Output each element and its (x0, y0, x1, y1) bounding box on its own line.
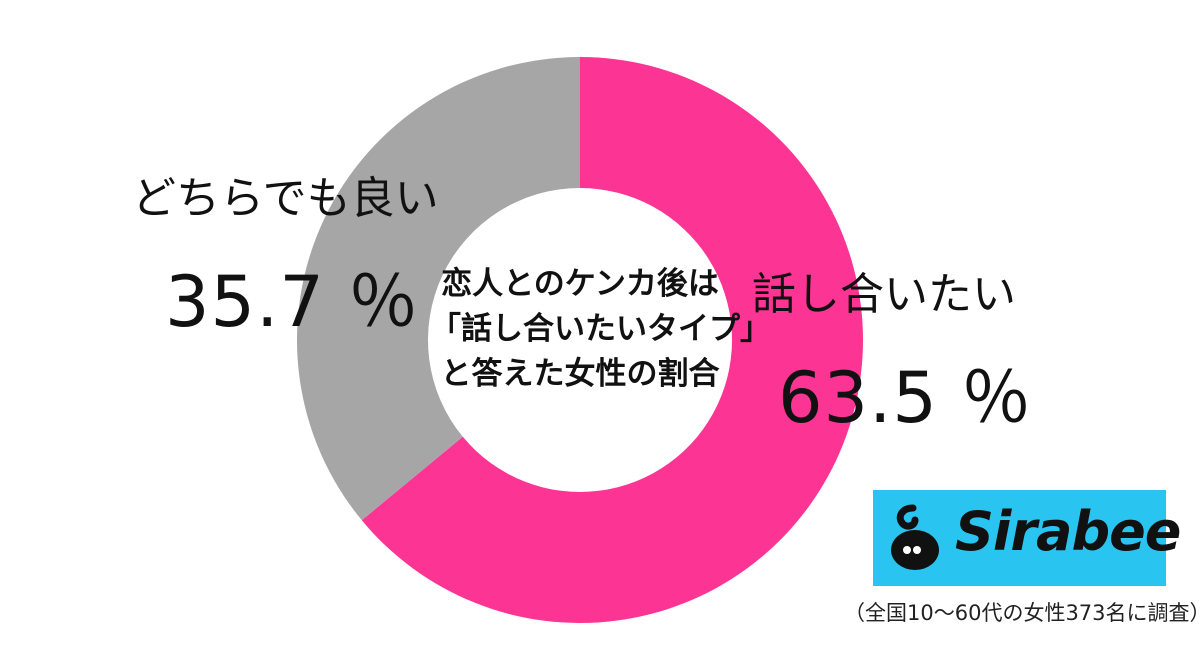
slice-talk-want (361, 57, 863, 623)
slice-talk-want-value: 63.5 ％ (778, 357, 1033, 439)
sirabee-logo: Sirabee (873, 490, 1181, 586)
survey-footnote: （全国10～60代の女性373名に調査） (844, 601, 1200, 625)
slice-either-fine (296, 57, 580, 521)
chart-title-line-1: 恋人とのケンカ後は (441, 266, 719, 302)
slice-either-fine-label: どちらでも良い (132, 173, 439, 224)
chart-title-line-3: と答えた女性の割合 (440, 356, 720, 392)
sirabee-logo-text: Sirabee (955, 500, 1181, 563)
chart-title: 恋人とのケンカ後は 「話し合いたいタイプ」 と答えた女性の割合 (430, 262, 771, 397)
chart-title-line-2: 「話し合いたいタイプ」 (430, 311, 771, 347)
slice-either-fine-value: 35.7 ％ (165, 261, 420, 343)
slice-talk-want-label: 話し合いたい (752, 269, 1016, 320)
sirabee-mascot-icon (891, 504, 939, 570)
